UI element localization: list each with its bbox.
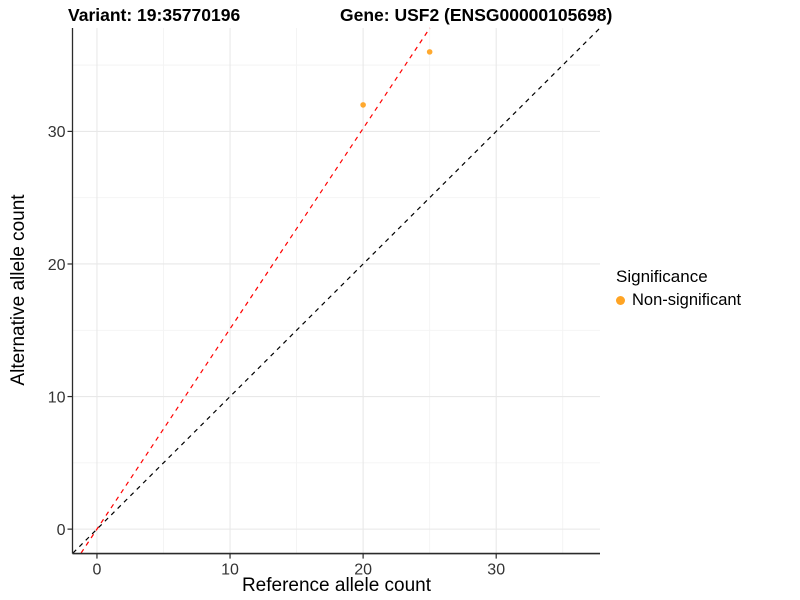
x-tick-label: 20: [354, 562, 372, 579]
y-axis-title: Alternative allele count: [8, 194, 29, 386]
x-tick-label: 0: [93, 562, 102, 579]
legend-title: Significance: [616, 267, 708, 286]
y-tick-label: 10: [48, 389, 66, 406]
tick-marks: [67, 130, 497, 559]
axis-lines: [71, 28, 600, 555]
x-axis-title: Reference allele count: [242, 575, 432, 596]
legend: Significance Non-significant: [616, 267, 741, 310]
major-gridlines: [73, 28, 600, 553]
data-point: [360, 102, 366, 108]
legend-entry-label: Non-significant: [632, 291, 742, 309]
minor-gridlines: [73, 28, 600, 553]
gene-title: Gene: USF2 (ENSG00000105698): [340, 5, 613, 25]
data-point: [426, 49, 433, 55]
fit-line: [80, 27, 431, 554]
x-tick-label: 10: [221, 562, 239, 579]
legend-entry: Non-significant: [616, 291, 741, 310]
y-tick-label: 0: [57, 522, 66, 539]
variant-title: Variant: 19:35770196: [68, 5, 241, 25]
legend-point-icon: [616, 296, 625, 305]
data-points: [360, 49, 433, 108]
y-tick-label: 30: [48, 124, 66, 141]
identity-line: [72, 27, 601, 554]
y-tick-label: 20: [48, 257, 66, 274]
x-tick-label: 30: [487, 562, 505, 579]
reference-lines: [72, 27, 601, 554]
tick-labels: 0 10 20 30 0 10 20 30: [48, 124, 505, 578]
